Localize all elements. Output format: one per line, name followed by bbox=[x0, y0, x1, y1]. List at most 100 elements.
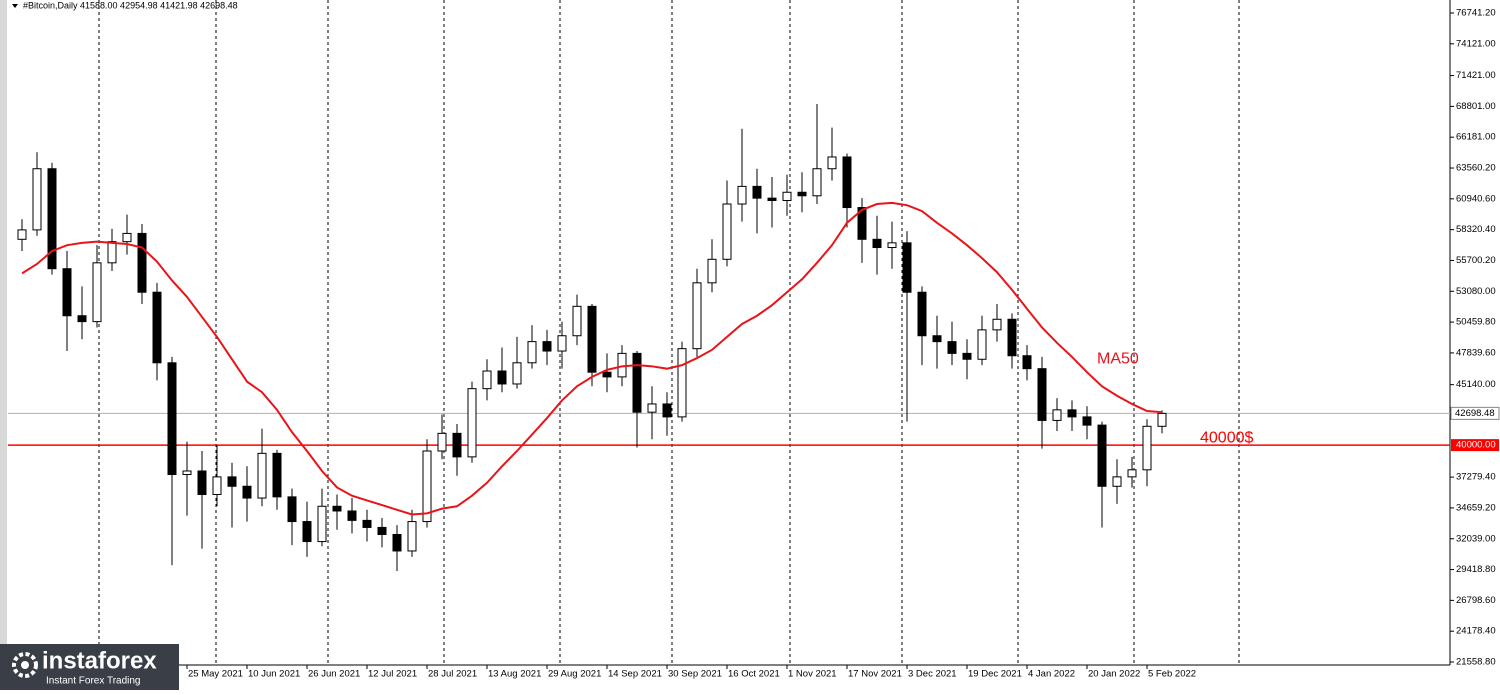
candle-body bbox=[902, 242, 912, 293]
candle-body bbox=[1097, 424, 1107, 487]
candle-body bbox=[1157, 412, 1167, 427]
candle-body bbox=[962, 352, 972, 360]
candle-body bbox=[722, 203, 732, 260]
candle-body bbox=[767, 197, 777, 201]
candle-body bbox=[1127, 469, 1137, 478]
y-tick-label: 50459.80 bbox=[1456, 317, 1496, 328]
x-tick-label: 12 Jul 2021 bbox=[368, 669, 417, 680]
candle-body bbox=[572, 305, 582, 337]
candle-body bbox=[62, 268, 72, 317]
candle-body bbox=[107, 241, 117, 264]
candle-body bbox=[272, 452, 282, 498]
logo-tagline: Instant Forex Trading bbox=[46, 676, 141, 687]
candle-body bbox=[827, 156, 837, 170]
x-tick-label: 10 Jun 2021 bbox=[248, 669, 300, 680]
chart-title: #Bitcoin,Daily 41588.00 42954.98 41421.9… bbox=[23, 0, 238, 10]
candle-body bbox=[167, 362, 177, 476]
x-tick-label: 1 Nov 2021 bbox=[788, 669, 837, 680]
candle-body bbox=[662, 403, 672, 418]
candle-body bbox=[932, 335, 942, 343]
candle-body bbox=[992, 318, 1002, 331]
candle-body bbox=[137, 232, 147, 293]
candle-body bbox=[32, 168, 42, 231]
y-tick-label: 74121.00 bbox=[1456, 38, 1496, 49]
candle-body bbox=[782, 191, 792, 201]
y-tick-label: 29418.80 bbox=[1456, 564, 1496, 575]
candle-body bbox=[842, 156, 852, 209]
month-separators bbox=[98, 0, 1240, 665]
candle-body bbox=[587, 305, 597, 373]
x-tick-label: 28 Jul 2021 bbox=[428, 669, 477, 680]
last-price-tag bbox=[1450, 406, 1500, 420]
candle-body bbox=[92, 262, 102, 323]
candle-body bbox=[242, 485, 252, 499]
candle-body bbox=[212, 476, 222, 496]
candle-body bbox=[467, 388, 477, 458]
candle-body bbox=[1037, 368, 1047, 421]
candle-body bbox=[872, 238, 882, 249]
candle-body bbox=[752, 185, 762, 199]
x-tick-label: 20 Jan 2022 bbox=[1088, 669, 1140, 680]
candle-body bbox=[422, 450, 432, 523]
candle-body bbox=[602, 371, 612, 378]
candle-body bbox=[692, 282, 702, 350]
candle-body bbox=[317, 505, 327, 543]
candle-body bbox=[437, 432, 447, 452]
x-tick-label: 16 Oct 2021 bbox=[728, 669, 780, 680]
candle-body bbox=[302, 521, 312, 543]
candle-body bbox=[1052, 409, 1062, 421]
candle-body bbox=[407, 521, 417, 552]
candle-body bbox=[707, 258, 717, 284]
candle-body bbox=[257, 452, 267, 499]
y-tick-label: 26798.60 bbox=[1456, 595, 1496, 606]
candle-body bbox=[1007, 318, 1017, 357]
logo-gear bbox=[12, 652, 38, 678]
logo-background bbox=[0, 644, 179, 690]
y-tick-label: 55700.20 bbox=[1456, 255, 1496, 266]
level-tag-label: 40000.00 bbox=[1456, 440, 1496, 451]
y-tick-label: 53080.00 bbox=[1456, 286, 1496, 297]
candle-body bbox=[677, 348, 687, 418]
candle-body bbox=[182, 470, 192, 476]
x-tick-label: 19 Dec 2021 bbox=[968, 669, 1022, 680]
logo-brand: instaforex bbox=[42, 647, 157, 674]
y-tick-label: 68801.00 bbox=[1456, 101, 1496, 112]
candle-body bbox=[947, 341, 957, 354]
candle-body bbox=[647, 403, 657, 413]
x-tick-label: 25 May 2021 bbox=[188, 669, 243, 680]
y-tick-label: 76741.20 bbox=[1456, 8, 1496, 19]
candle-body bbox=[197, 470, 207, 496]
candle-body bbox=[1067, 409, 1077, 418]
ma-label: MA50 bbox=[1097, 350, 1139, 367]
candle-body bbox=[152, 291, 162, 364]
level-annotation: 40000$ bbox=[1200, 429, 1253, 446]
candle-body bbox=[1112, 476, 1122, 487]
candle-body bbox=[812, 168, 822, 197]
candle-body bbox=[977, 329, 987, 360]
candle-body bbox=[857, 207, 867, 240]
candle-body bbox=[227, 476, 237, 487]
candle-body bbox=[482, 370, 492, 390]
candle-body bbox=[737, 185, 747, 205]
y-tick-label: 47839.60 bbox=[1456, 347, 1496, 358]
candle-body bbox=[632, 352, 642, 413]
candle-body bbox=[797, 191, 807, 197]
candle-body bbox=[1022, 355, 1032, 370]
x-tick-label: 14 Sep 2021 bbox=[608, 669, 662, 680]
last-price-label: 42698.48 bbox=[1455, 408, 1495, 419]
candle-body bbox=[332, 505, 342, 512]
candle-body bbox=[542, 341, 552, 352]
x-tick-label: 17 Nov 2021 bbox=[848, 669, 902, 680]
candle-body bbox=[917, 291, 927, 337]
left-edge bbox=[0, 0, 7, 665]
y-tick-label: 63560.20 bbox=[1456, 163, 1496, 174]
candle-body bbox=[17, 229, 27, 240]
x-tick-label: 5 Feb 2022 bbox=[1148, 669, 1196, 680]
y-tick-label: 58320.40 bbox=[1456, 224, 1496, 235]
logo-gear-hub bbox=[21, 661, 29, 669]
y-tick-label: 37279.40 bbox=[1456, 472, 1496, 483]
ma-line bbox=[21, 201, 1163, 516]
candle-body bbox=[887, 242, 897, 249]
